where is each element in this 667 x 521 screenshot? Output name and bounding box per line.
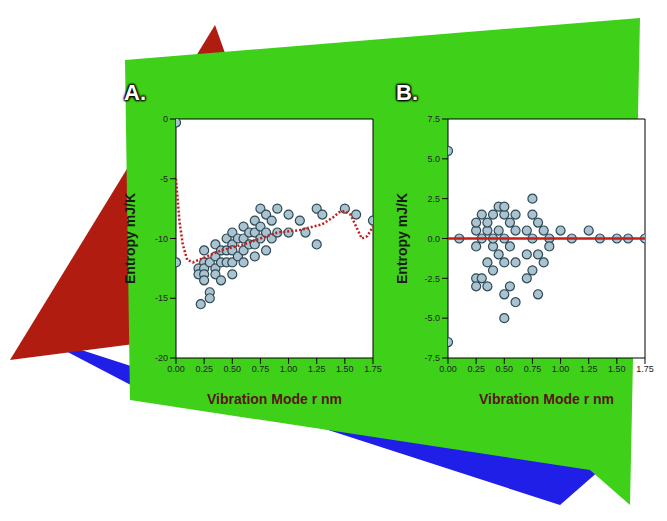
svg-text:-5: -5 (160, 174, 168, 184)
svg-text:5.0: 5.0 (427, 154, 440, 164)
svg-text:2.5: 2.5 (427, 194, 440, 204)
svg-text:0.75: 0.75 (252, 364, 270, 374)
svg-text:1.75: 1.75 (364, 364, 382, 374)
svg-text:Entropy mJ/K: Entropy mJ/K (122, 193, 138, 284)
svg-text:1.25: 1.25 (308, 364, 326, 374)
svg-text:Vibration Mode r nm: Vibration Mode r nm (479, 391, 614, 407)
svg-text:0.25: 0.25 (467, 364, 485, 374)
svg-text:Entropy mJ/K: Entropy mJ/K (394, 193, 410, 284)
svg-text:0.00: 0.00 (439, 364, 457, 374)
svg-text:1.00: 1.00 (280, 364, 298, 374)
svg-text:-15: -15 (155, 293, 168, 303)
svg-text:Vibration Mode r nm: Vibration Mode r nm (207, 391, 342, 407)
svg-text:0: 0 (163, 114, 168, 124)
svg-text:0.0: 0.0 (427, 234, 440, 244)
svg-text:0.50: 0.50 (224, 364, 242, 374)
svg-text:0.00: 0.00 (167, 364, 185, 374)
svg-text:1.00: 1.00 (552, 364, 570, 374)
svg-text:-10: -10 (155, 234, 168, 244)
svg-text:1.50: 1.50 (336, 364, 354, 374)
svg-text:-7.5: -7.5 (424, 353, 440, 363)
svg-text:7.5: 7.5 (427, 114, 440, 124)
svg-text:-5.0: -5.0 (424, 313, 440, 323)
svg-text:0.50: 0.50 (496, 364, 514, 374)
html-text:A.: A. (124, 80, 146, 105)
svg-text:0.75: 0.75 (524, 364, 542, 374)
svg-text:-2.5: -2.5 (424, 274, 440, 284)
svg-text:1.50: 1.50 (608, 364, 626, 374)
svg-text:-20: -20 (155, 353, 168, 363)
svg-text:1.25: 1.25 (580, 364, 598, 374)
svg-text:0.25: 0.25 (195, 364, 213, 374)
html-text:B.: B. (396, 80, 418, 105)
svg-text:1.75: 1.75 (636, 364, 654, 374)
